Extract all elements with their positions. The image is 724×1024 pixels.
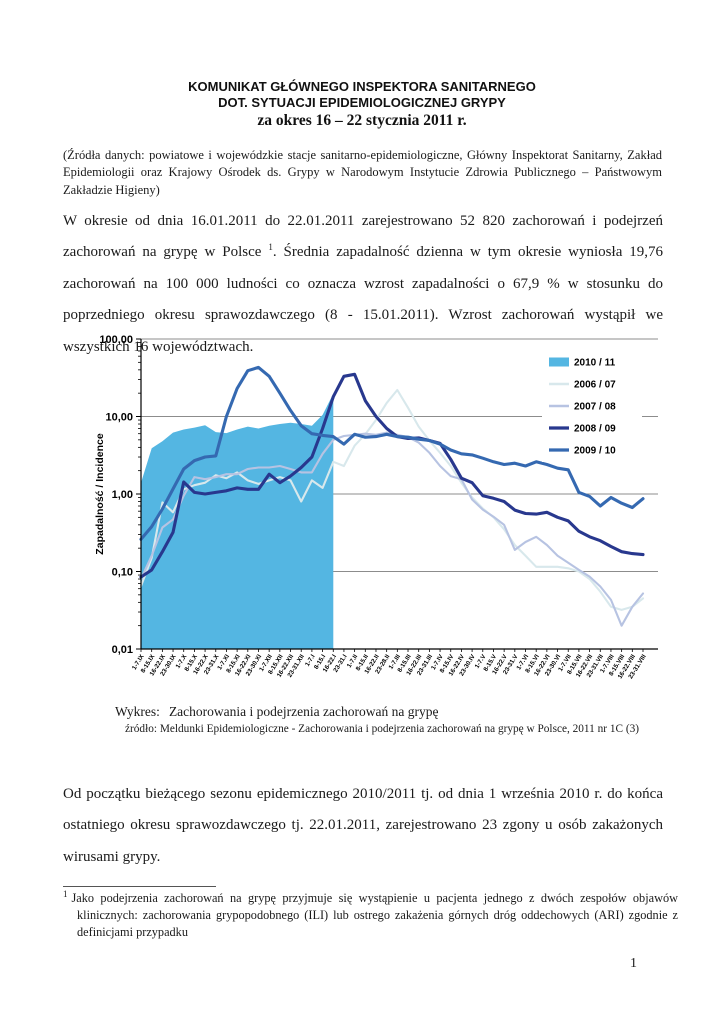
footnote-marker: 1 [63, 888, 68, 899]
document-title-block: KOMUNIKAT GŁÓWNEGO INSPEKTORA SANITARNEG… [0, 79, 724, 130]
legend-label: 2007 / 08 [574, 402, 616, 413]
title-line-1: KOMUNIKAT GŁÓWNEGO INSPEKTORA SANITARNEG… [188, 79, 536, 94]
data-sources-note: (Źródła danych: powiatowe i wojewódzkie … [63, 148, 662, 197]
y-tick-label: 100,00 [99, 334, 133, 346]
y-tick-label: 1,00 [112, 489, 133, 501]
title-line-2: DOT. SYTUACJI EPIDEMIOLOGICZNEJ GRYPY [218, 95, 506, 110]
footnote-text: Jako podejrzenia zachorowań na grypę prz… [71, 891, 679, 939]
title-line-3: za okres 16 – 22 stycznia 2011 r. [257, 112, 467, 129]
series-area-0 [141, 393, 334, 649]
legend-item-4: 2009 / 10 [549, 446, 616, 457]
chart-canvas: 100,00 10,00 1,00 0,10 0,01 Zapadalność / Inc… [94, 334, 658, 681]
axes [136, 338, 658, 652]
chart-caption: Wykres: Zachorowania i podejrzenia zachor… [115, 704, 438, 720]
series-line-3 [139, 372, 645, 579]
y-tick-label: 10,00 [105, 412, 133, 424]
paragraph-deaths-summary: Od początku bieżącego sezonu epidemiczne… [63, 786, 663, 865]
series-line-1 [139, 388, 645, 611]
chart-legend: 2010 / 11 2006 / 07 2007 / 08 2008 / 09 2009… [542, 348, 642, 462]
legend-swatch [549, 357, 569, 367]
legend-item-1: 2006 / 07 [549, 380, 616, 391]
footnote-separator [63, 886, 216, 887]
series-line-4 [139, 365, 645, 541]
legend-item-3: 2008 / 09 [549, 424, 616, 435]
legend-item-0: 2010 / 11 [549, 357, 616, 369]
influenza-incidence-chart: 100,00 10,00 1,00 0,10 0,01 Zapadalność / Inc… [90, 334, 712, 704]
legend-label: 2006 / 07 [574, 380, 616, 391]
paragraph-incidence-summary: W okresie od dnia 16.01.2011 do 22.01.20… [63, 206, 663, 363]
series-plots [139, 365, 645, 649]
y-tick-label: 0,01 [112, 644, 133, 656]
chart-caption-label: Wykres: [115, 704, 160, 719]
y-axis-labels: 100,00 10,00 1,00 0,10 0,01 [99, 334, 133, 656]
x-axis-labels: 1-7.IX8-15.IX16-22.IX23-30.IX1-7.X8-15.X… [131, 653, 648, 681]
footnote: 1 Jako podejrzenia zachorowań na grypę pr… [63, 888, 679, 941]
legend-label: 2010 / 11 [574, 358, 616, 369]
legend-item-2: 2007 / 08 [549, 402, 616, 413]
paragraph1-text: W okresie od dnia 16.01.2011 do 22.01.20… [63, 213, 663, 261]
legend-label: 2009 / 10 [574, 446, 616, 457]
footnote-reference: 1 [268, 242, 273, 253]
legend-label: 2008 / 09 [574, 424, 616, 435]
y-tick-label: 0,10 [112, 567, 133, 579]
y-axis-title: Zapadalność / Incidence [94, 433, 106, 555]
page-number: 1 [630, 956, 637, 971]
chart-source-note: źródło: Meldunki Epidemiologiczne - Zach… [125, 723, 640, 735]
chart-caption-title: Zachorowania i podejrzenia zachorowań na… [168, 704, 439, 719]
paragraph1-continuation: . Średnia zapadalność dzienna w tym okre… [63, 244, 664, 355]
